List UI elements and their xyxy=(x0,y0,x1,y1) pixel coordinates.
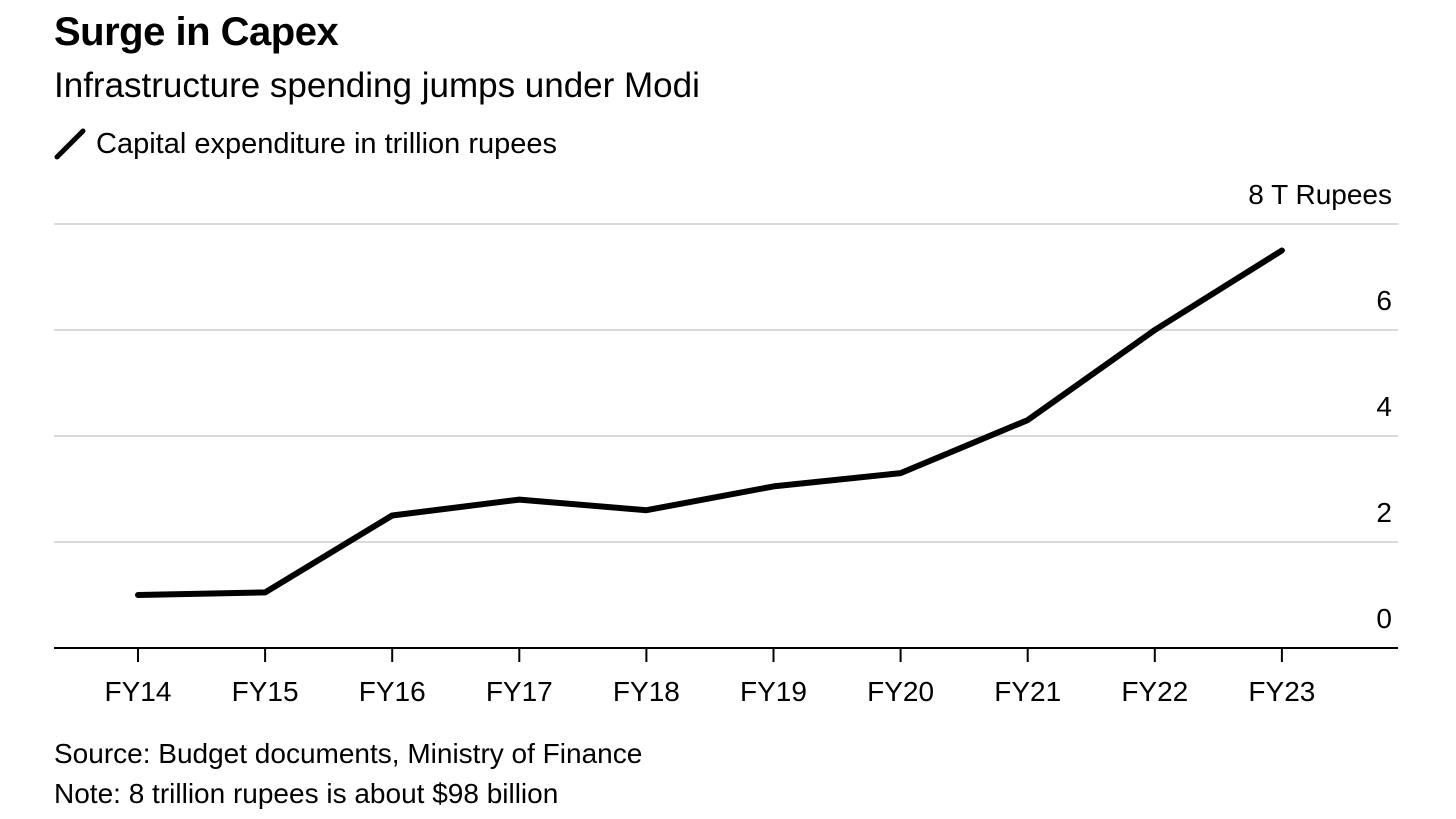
footnote: Note: 8 trillion rupees is about $98 bil… xyxy=(54,778,559,809)
y-tick-label: 6 xyxy=(1376,285,1392,316)
data-point xyxy=(1280,249,1283,252)
chart-title: Surge in Capex xyxy=(54,10,339,54)
data-point xyxy=(772,485,775,488)
y-tick-label: 2 xyxy=(1376,497,1392,528)
legend-entry: Capital expenditure in trillion rupees xyxy=(96,128,558,160)
legend: Capital expenditure in trillion rupees xyxy=(54,124,557,164)
chart-subtitle: Infrastructure spending jumps under Modi xyxy=(54,66,700,105)
x-tick-label: FY17 xyxy=(486,676,553,707)
grid-lines xyxy=(54,223,1398,543)
legend-line-swatch xyxy=(54,128,86,160)
data-point xyxy=(391,514,394,517)
x-tick-label: FY16 xyxy=(359,676,426,707)
y-tick-label: 8 T Rupees xyxy=(1248,179,1392,210)
y-axis-ticks: 0 2 4 6 8 T Rupees xyxy=(1248,179,1392,634)
x-tick-label: FY21 xyxy=(994,676,1061,707)
series-line-capex xyxy=(135,247,1285,598)
data-point xyxy=(1026,419,1029,422)
data-point xyxy=(899,472,902,475)
series-layer xyxy=(135,247,1285,598)
x-tick-label: FY18 xyxy=(613,676,680,707)
x-tick-label: FY20 xyxy=(867,676,934,707)
data-point xyxy=(518,498,521,501)
data-point xyxy=(1153,329,1156,331)
y-tick-label: 0 xyxy=(1376,603,1392,634)
x-tick-label: FY15 xyxy=(232,676,299,707)
y-tick-label: 4 xyxy=(1376,391,1392,422)
x-tick-label: FY23 xyxy=(1248,676,1315,707)
x-axis: FY14 FY15 FY16 FY17 FY18 FY19 FY20 FY21 FY22 FY23 xyxy=(54,647,1398,707)
data-point xyxy=(645,509,648,512)
data-point xyxy=(137,594,139,596)
x-tick-label: FY22 xyxy=(1121,676,1188,707)
x-tick-label: FY19 xyxy=(740,676,807,707)
source-note: Source: Budget documents, Ministry of Fi… xyxy=(54,738,643,769)
x-tick-label: FY14 xyxy=(105,676,172,707)
data-point xyxy=(264,591,267,594)
